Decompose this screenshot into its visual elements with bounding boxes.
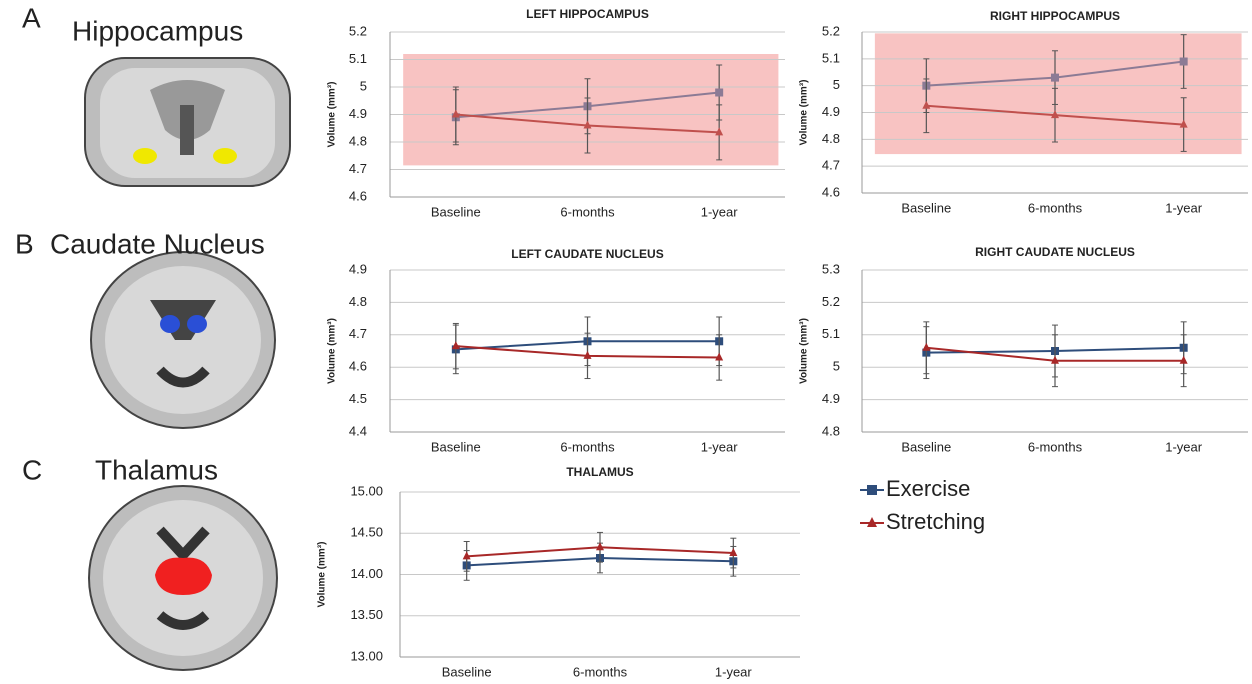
y-tick-label: 5 xyxy=(833,359,840,374)
panel-letter: B xyxy=(15,228,34,259)
x-tick-label: Baseline xyxy=(901,439,951,454)
y-tick-label: 5.1 xyxy=(822,50,840,65)
y-tick-label: 4.9 xyxy=(822,104,840,119)
y-tick-label: 4.8 xyxy=(349,294,367,309)
y-tick-label: 4.6 xyxy=(349,188,367,203)
y-tick-label: 4.8 xyxy=(822,423,840,438)
chart-title: THALAMUS xyxy=(566,465,633,479)
panel-title: Caudate Nucleus xyxy=(50,228,265,259)
y-tick-label: 15.00 xyxy=(350,483,383,498)
brain-axial-thalamus xyxy=(89,486,277,670)
x-tick-label: 6-months xyxy=(1028,439,1083,454)
point xyxy=(452,341,460,349)
panel-title: Thalamus xyxy=(95,454,218,485)
y-axis-label: Volume (mm³) xyxy=(327,82,338,148)
point xyxy=(922,343,930,351)
y-tick-label: 5.1 xyxy=(349,51,367,66)
y-axis-label: Volume (mm³) xyxy=(327,318,338,384)
y-tick-label: 4.9 xyxy=(349,106,367,121)
figure: A Hippocampus B Caudate Nucleus C Thalamus Exe… xyxy=(0,0,1252,684)
highlight-band xyxy=(875,33,1242,154)
y-axis-label: Volume (mm³) xyxy=(799,318,810,384)
x-tick-label: 6-months xyxy=(1028,200,1083,215)
legend-marker xyxy=(867,485,877,495)
y-axis-label: Volume (mm³) xyxy=(799,80,810,146)
point xyxy=(715,89,723,97)
y-tick-label: 4.9 xyxy=(349,261,367,276)
y-axis-label: Volume (mm³) xyxy=(317,542,328,608)
y-tick-label: 4.8 xyxy=(349,133,367,148)
chart-title: RIGHT HIPPOCAMPUS xyxy=(990,9,1120,23)
y-tick-label: 14.00 xyxy=(350,566,383,581)
y-tick-label: 5.3 xyxy=(822,261,840,276)
x-tick-label: 1-year xyxy=(715,664,753,679)
y-tick-label: 4.8 xyxy=(822,131,840,146)
x-tick-label: 1-year xyxy=(701,439,739,454)
x-tick-label: 1-year xyxy=(1165,439,1203,454)
brains xyxy=(85,58,290,670)
y-tick-label: 4.9 xyxy=(822,391,840,406)
panel-letter: A xyxy=(22,2,41,33)
y-tick-label: 13.50 xyxy=(350,607,383,622)
y-tick-label: 5.2 xyxy=(822,294,840,309)
brain-coronal xyxy=(85,58,290,186)
x-tick-label: 6-months xyxy=(573,664,628,679)
x-tick-label: Baseline xyxy=(901,200,951,215)
y-tick-label: 4.7 xyxy=(349,326,367,341)
y-tick-label: 4.7 xyxy=(822,158,840,173)
x-tick-label: 1-year xyxy=(1165,200,1203,215)
chart-title: LEFT HIPPOCAMPUS xyxy=(526,7,649,21)
brain-axial-caudate xyxy=(91,252,275,428)
y-tick-label: 13.00 xyxy=(350,648,383,663)
y-tick-label: 4.7 xyxy=(349,161,367,176)
chart-title: LEFT CAUDATE NUCLEUS xyxy=(511,247,663,261)
y-tick-label: 5.2 xyxy=(349,23,367,38)
y-tick-label: 4.6 xyxy=(349,359,367,374)
y-tick-label: 5 xyxy=(360,78,367,93)
chart-title: RIGHT CAUDATE NUCLEUS xyxy=(975,245,1135,259)
y-tick-label: 4.4 xyxy=(349,423,367,438)
point xyxy=(1051,74,1059,82)
y-tick-label: 4.5 xyxy=(349,391,367,406)
y-tick-label: 5.2 xyxy=(822,23,840,38)
x-tick-label: Baseline xyxy=(431,439,481,454)
panel-letter: C xyxy=(22,454,42,485)
panel-title: Hippocampus xyxy=(72,15,243,46)
x-tick-label: Baseline xyxy=(431,204,481,219)
legend-label: Exercise xyxy=(886,476,970,501)
point xyxy=(1180,58,1188,66)
x-tick-label: 6-months xyxy=(560,204,615,219)
y-tick-label: 4.6 xyxy=(822,184,840,199)
legend-label: Stretching xyxy=(886,509,985,534)
x-tick-label: 1-year xyxy=(701,204,739,219)
y-tick-label: 5.1 xyxy=(822,326,840,341)
x-tick-label: Baseline xyxy=(442,664,492,679)
y-tick-label: 5 xyxy=(833,77,840,92)
y-tick-label: 14.50 xyxy=(350,525,383,540)
x-tick-label: 6-months xyxy=(560,439,615,454)
